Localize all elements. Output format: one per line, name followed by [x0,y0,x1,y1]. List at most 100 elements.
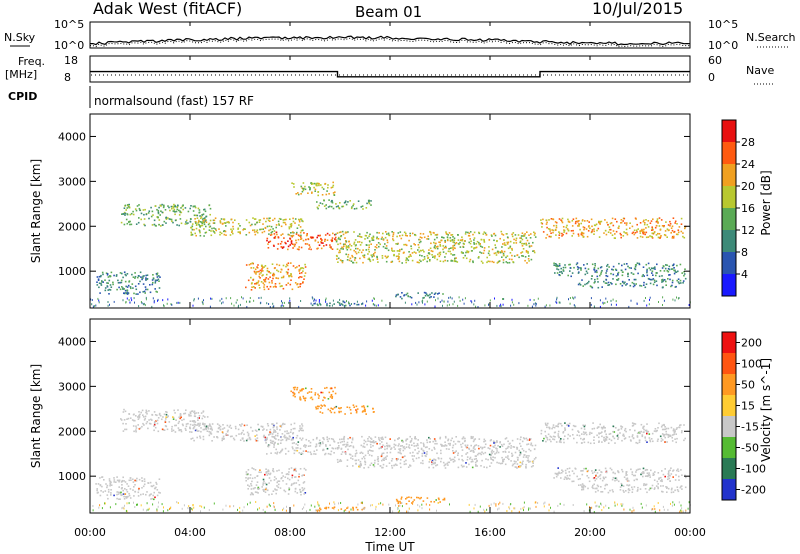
echo-cell [143,424,145,426]
echo-cell [351,256,354,258]
echo-cell [586,263,588,265]
freq-tick-top: 18 [64,54,78,67]
echo-cell [567,425,570,427]
noise-cell [281,301,283,304]
echo-cell [107,491,110,493]
echo-cell [579,228,581,231]
echo-cell [305,469,307,471]
noise-cell [153,299,155,302]
echo-cell [610,272,612,275]
noise-cell [378,502,380,505]
echo-cell [231,435,233,438]
echo-cell [550,232,552,234]
echo-cell [637,489,639,491]
echo-cell [121,272,123,275]
noise-cell [489,299,491,302]
echo-cell [573,437,575,440]
echo-cell [631,422,634,424]
echo-cell [392,233,395,236]
echo-cell [265,468,267,470]
echo-cell [287,450,290,453]
echo-cell [456,261,459,263]
echo-cell [615,230,618,233]
noise-cell [641,506,643,509]
echo-cell [527,459,530,461]
noise-cell [436,509,437,512]
echo-cell [465,446,467,448]
echo-cell [312,438,315,441]
echo-cell [468,241,470,244]
echo-cell [448,248,450,250]
echo-cell [562,269,565,271]
echo-cell [185,409,187,411]
noise-cell [486,508,488,511]
echo-cell [611,478,614,481]
echo-cell [496,448,498,450]
echo-cell [286,273,289,275]
echo-cell [287,271,289,274]
noise-cell [591,506,593,509]
echo-cell [279,285,282,288]
echo-cell [271,280,273,282]
echo-cell [633,233,636,236]
echo-cell [667,472,670,474]
echo-cell [125,285,127,288]
echo-cell [162,429,165,431]
power-ylabel: Slant Range [km] [29,159,43,263]
echo-cell [525,467,527,469]
echo-cell [349,243,351,246]
noise-cell [458,296,460,299]
echo-cell [426,238,428,240]
echo-cell [318,184,320,187]
noise-cell [344,306,346,308]
echo-cell [104,490,107,492]
echo-cell [431,250,434,253]
echo-cell [409,296,412,298]
echo-cell [269,439,272,442]
echo-cell [480,446,482,449]
echo-cell [606,221,608,224]
echo-cell [443,497,446,500]
echo-cell [519,461,522,464]
echo-cell [219,231,221,234]
echo-cell [306,233,308,235]
echo-cell [231,231,233,233]
echo-cell [671,284,673,287]
echo-cell [253,229,256,231]
echo-cell [277,236,280,238]
nsky-tick-bottom: 10^0 [54,39,84,52]
echo-cell [491,449,493,452]
echo-cell [502,259,505,261]
noise-cell [535,302,537,305]
echo-cell [557,433,560,435]
echo-cell [371,239,374,241]
echo-cell [466,444,469,447]
echo-cell [593,268,595,271]
echo-cell [632,474,635,477]
echo-cell [145,422,148,425]
noise-cell [574,305,576,308]
echo-cell [386,455,388,457]
echo-cell [561,235,563,237]
echo-cell [417,452,419,455]
echo-cell [593,228,595,230]
echo-cell [328,391,331,394]
echo-cell [301,267,303,269]
echo-cell [509,246,511,249]
echo-cell [372,259,374,261]
noise-cell [312,297,314,300]
echo-cell [277,486,280,489]
noise-cell [109,303,110,306]
echo-cell [455,260,457,263]
echo-cell [267,243,269,245]
echo-cell [403,231,406,234]
echo-cell [662,279,665,282]
echo-cell [664,441,666,443]
echo-cell [364,460,366,463]
echo-cell [428,441,431,443]
echo-cell [276,452,278,455]
echo-cell [655,234,658,236]
echo-cell [387,232,390,235]
echo-cell [420,462,422,464]
echo-cell [511,464,514,467]
